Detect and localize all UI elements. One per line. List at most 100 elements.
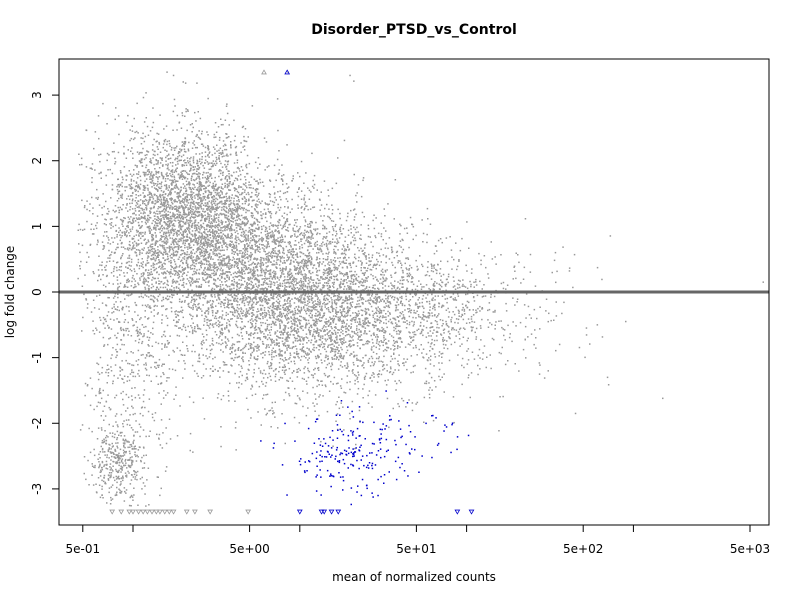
gene-point	[98, 294, 101, 296]
gene-point	[139, 204, 142, 206]
gene-point	[219, 136, 221, 139]
gene-point	[178, 194, 180, 196]
gene-point	[188, 173, 190, 176]
gene-point	[196, 229, 198, 232]
gene-point	[154, 361, 156, 364]
gene-point	[185, 235, 188, 238]
gene-point	[188, 243, 191, 245]
gene-point	[182, 225, 184, 227]
gene-point	[112, 209, 114, 212]
gene-point	[121, 235, 123, 237]
gene-point	[298, 188, 300, 190]
gene-point	[179, 349, 181, 352]
gene-point	[132, 198, 134, 200]
gene-point	[270, 323, 273, 326]
gene-point	[105, 482, 107, 485]
gene-point	[274, 250, 276, 252]
gene-point	[128, 243, 131, 246]
gene-point	[165, 235, 168, 238]
gene-point	[108, 443, 110, 446]
gene-point	[200, 199, 202, 201]
gene-point	[204, 220, 207, 222]
gene-point	[157, 228, 160, 230]
gene-point	[195, 259, 198, 261]
gene-point	[257, 183, 260, 185]
gene-point	[240, 231, 243, 234]
gene-point	[180, 206, 182, 208]
gene-point	[252, 235, 254, 238]
gene-point	[210, 162, 212, 164]
gene-point	[187, 193, 189, 196]
gene-point	[138, 235, 140, 237]
gene-point	[197, 187, 199, 189]
gene-point	[169, 193, 172, 196]
gene-point	[207, 313, 210, 315]
gene-point	[118, 434, 120, 436]
gene-point	[167, 206, 169, 208]
gene-point	[228, 258, 230, 261]
gene-point	[185, 192, 187, 195]
gene-point	[147, 226, 149, 228]
gene-point	[186, 201, 188, 203]
gene-point	[142, 281, 144, 283]
gene-point	[248, 181, 250, 183]
gene-point	[138, 186, 140, 188]
gene-point	[209, 269, 211, 271]
gene-point	[219, 288, 222, 290]
gene-point	[142, 201, 144, 203]
gene-point	[152, 198, 155, 200]
gene-point	[213, 188, 216, 190]
gene-point	[133, 235, 135, 238]
gene-point	[252, 248, 254, 250]
gene-point	[93, 448, 95, 451]
gene-point	[163, 277, 165, 279]
gene-point	[100, 415, 102, 417]
gene-point	[184, 204, 186, 206]
gene-point	[92, 207, 94, 209]
gene-point	[188, 219, 190, 222]
gene-point	[161, 343, 163, 345]
gene-point	[127, 459, 129, 461]
gene-point	[257, 194, 259, 196]
gene-point	[229, 245, 231, 247]
gene-point	[254, 230, 256, 232]
gene-point	[187, 350, 189, 352]
gene-point	[123, 435, 126, 437]
gene-point	[208, 191, 211, 194]
gene-point	[180, 301, 183, 303]
gene-point	[110, 253, 112, 256]
gene-point	[150, 208, 152, 210]
gene-point	[117, 442, 119, 444]
gene-point	[213, 162, 215, 165]
gene-point	[135, 245, 138, 247]
gene-point	[163, 205, 165, 207]
gene-point	[194, 166, 196, 168]
gene-point	[208, 205, 211, 208]
gene-point	[282, 174, 285, 176]
gene-point	[189, 313, 191, 316]
gene-point	[289, 211, 291, 214]
gene-point	[170, 188, 172, 191]
gene-point	[105, 174, 107, 177]
gene-point	[176, 192, 179, 194]
gene-point	[106, 314, 109, 317]
gene-point	[194, 271, 197, 273]
gene-point	[192, 259, 194, 262]
gene-point	[201, 273, 204, 275]
gene-point	[107, 478, 110, 480]
gene-point	[151, 273, 153, 275]
gene-point	[205, 217, 207, 219]
gene-point	[192, 213, 195, 215]
gene-point	[197, 175, 199, 178]
gene-point	[224, 337, 227, 339]
gene-point	[154, 154, 156, 157]
gene-point	[252, 266, 255, 269]
gene-point	[220, 237, 222, 239]
gene-point	[138, 375, 141, 377]
gene-point	[261, 301, 263, 303]
gene-point	[145, 505, 147, 507]
gene-point	[196, 160, 199, 163]
gene-point	[175, 241, 177, 243]
gene-point	[192, 212, 194, 215]
gene-point	[132, 407, 134, 409]
